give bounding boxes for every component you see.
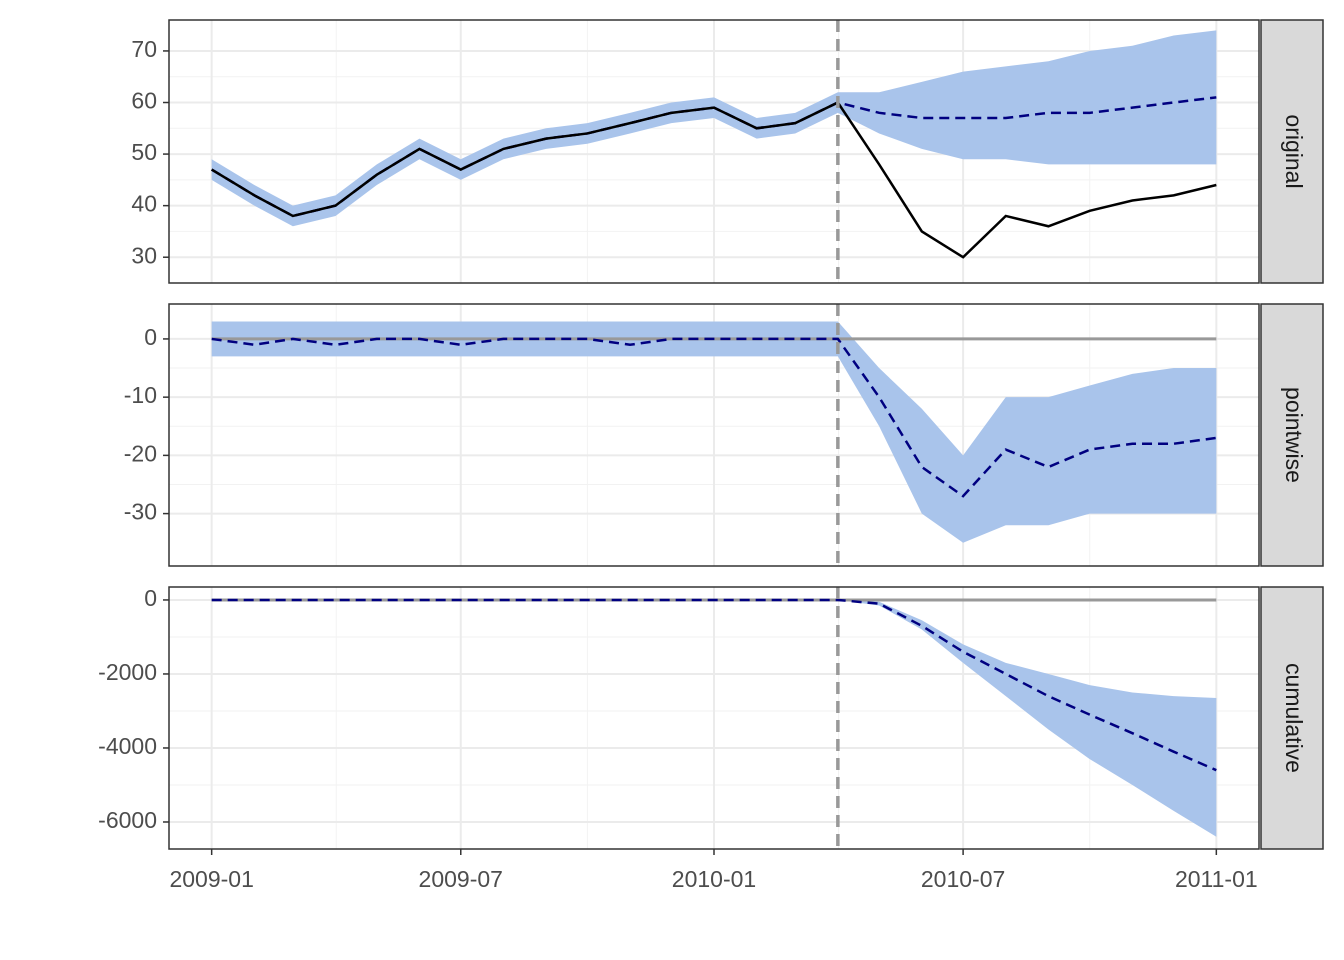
y-tick-label: -20 [124, 440, 157, 466]
x-tick-label: 2010-07 [921, 866, 1005, 892]
strip-label: pointwise [1281, 387, 1307, 483]
y-tick-label: -10 [124, 382, 157, 408]
series-line [211, 100, 1217, 259]
strip-label: cumulative [1281, 663, 1307, 773]
strip-background [1260, 19, 1324, 284]
panel-border [168, 19, 1260, 284]
y-tick-label: -2000 [98, 659, 157, 685]
y-tick-label: 30 [131, 242, 157, 268]
x-tick-label: 2011-01 [1175, 866, 1258, 892]
series-line [211, 337, 1217, 498]
x-tick-label: 2010-01 [672, 866, 756, 892]
y-tick-label: 0 [144, 324, 157, 350]
confidence-band [211, 599, 1217, 837]
y-tick-label: 60 [131, 88, 157, 114]
y-tick-label: 50 [131, 139, 157, 165]
strip-background [1260, 586, 1324, 850]
x-tick-label: 2009-01 [169, 866, 253, 892]
series-line [211, 598, 1217, 772]
strip-background [1260, 303, 1324, 567]
x-tick-label: 2009-07 [419, 866, 503, 892]
y-tick-label: 40 [131, 191, 157, 217]
y-tick-label: -30 [124, 499, 157, 525]
strip-label: original [1281, 114, 1307, 188]
y-tick-label: 70 [131, 36, 157, 62]
panel-border [168, 303, 1260, 567]
confidence-band [211, 321, 1217, 543]
y-tick-label: -4000 [98, 733, 157, 759]
y-tick-label: -6000 [98, 807, 157, 833]
confidence-band [211, 30, 1217, 227]
y-tick-label: 0 [144, 585, 157, 611]
